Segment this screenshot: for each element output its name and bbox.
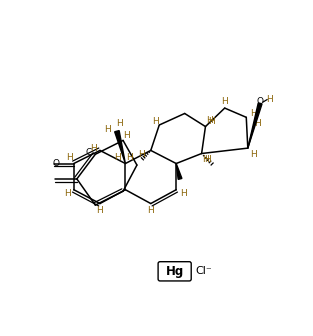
FancyBboxPatch shape <box>158 262 191 281</box>
Text: H: H <box>221 97 228 106</box>
Text: H: H <box>204 155 211 164</box>
Text: H: H <box>152 117 159 126</box>
Text: H: H <box>147 206 154 215</box>
Text: H: H <box>254 119 260 128</box>
Text: H: H <box>97 206 103 215</box>
Text: H: H <box>114 153 121 162</box>
Text: H: H <box>116 119 123 128</box>
Polygon shape <box>115 131 126 164</box>
Text: H: H <box>208 118 215 126</box>
Text: H: H <box>180 189 187 198</box>
Text: H: H <box>266 95 273 104</box>
Text: H: H <box>123 130 130 139</box>
Text: O: O <box>257 97 264 107</box>
Text: H: H <box>90 143 97 153</box>
Text: Cl⁻: Cl⁻ <box>195 266 212 276</box>
Text: O: O <box>53 159 59 168</box>
Text: H: H <box>138 150 145 159</box>
Text: C: C <box>85 148 91 157</box>
Text: Hg: Hg <box>166 265 184 278</box>
Text: H: H <box>66 153 73 162</box>
Text: H: H <box>202 155 209 164</box>
Text: H: H <box>126 153 133 162</box>
Text: H: H <box>251 109 257 118</box>
Text: H: H <box>104 125 111 134</box>
Polygon shape <box>176 164 182 179</box>
Text: H: H <box>251 150 257 159</box>
Text: H: H <box>206 116 213 125</box>
Polygon shape <box>248 103 262 148</box>
Text: H: H <box>64 189 71 198</box>
